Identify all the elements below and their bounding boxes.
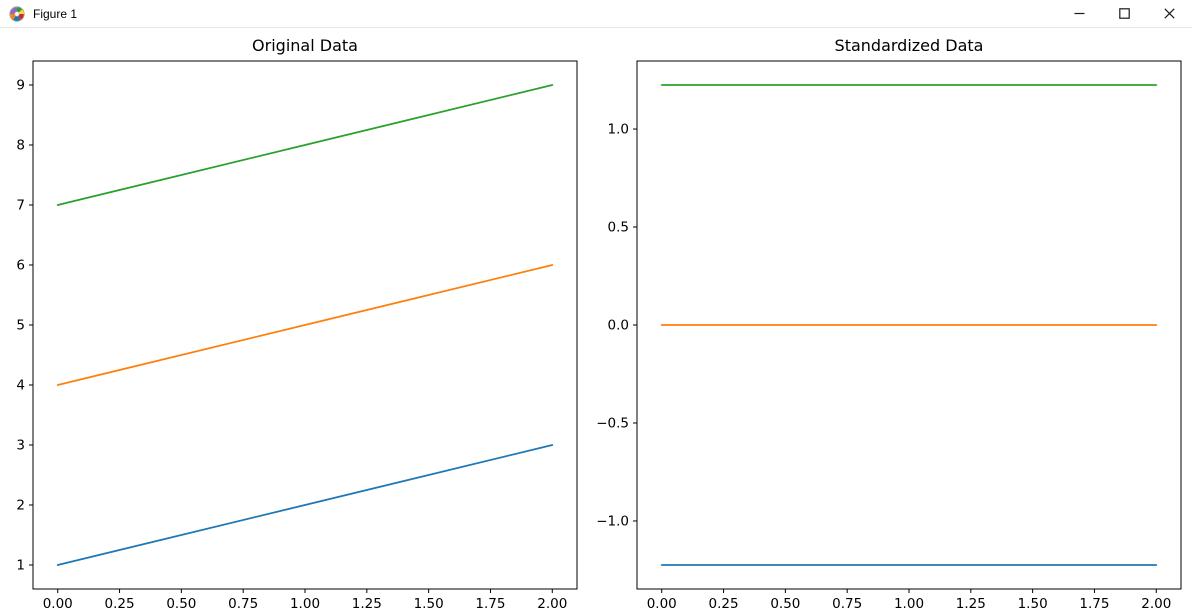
x-tick-label: 1.50: [1018, 596, 1048, 612]
x-tick-label: 0.25: [105, 596, 135, 612]
y-tick-label: 1.0: [608, 122, 629, 138]
window-controls: [1057, 0, 1192, 27]
x-tick-label: 1.50: [414, 596, 444, 612]
x-tick-label: 1.75: [475, 596, 505, 612]
y-tick-label: 4: [16, 378, 25, 394]
plot-blue-line: [56, 444, 554, 566]
close-button[interactable]: [1147, 0, 1192, 27]
x-tick-label: 2.00: [1141, 596, 1171, 612]
close-icon: [1164, 8, 1175, 19]
window-title: Figure 1: [33, 6, 78, 21]
chart-original-data: Original Data 0.00 0.25 0.50 0.75 1.00 1.25 1.5…: [16, 36, 578, 612]
x-tick-label: 1.75: [1079, 596, 1109, 612]
y-tick-label: 1: [16, 558, 25, 574]
y-tick-label: 2: [16, 498, 25, 514]
plots-svg: Original Data 0.00 0.25 0.50 0.75 1.00 1.25 1.5…: [16, 36, 1182, 612]
y-tick-label: 8: [16, 138, 25, 154]
chart-standardized-data: Standardized Data 0.00 0.25 0.50 0.75 1.00 1.2…: [596, 36, 1182, 612]
x-tick-label: 0.75: [832, 596, 862, 612]
x-tick-label: 0.00: [43, 596, 73, 612]
y-tick-label: 3: [16, 438, 25, 454]
maximize-button[interactable]: [1102, 0, 1147, 27]
minimize-button[interactable]: [1057, 0, 1102, 27]
y-tick-label: 7: [16, 198, 25, 214]
y-tick-label: 0.0: [608, 318, 629, 334]
plot-orange-line: [56, 264, 554, 386]
x-tick-label: 2.00: [537, 596, 567, 612]
matplotlib-icon: [8, 5, 26, 23]
minimize-icon: [1074, 8, 1085, 19]
y-tick-label: 5: [16, 318, 25, 334]
x-tick-label: 1.00: [894, 596, 924, 612]
y-tick-label: 0.5: [608, 220, 629, 236]
x-tick-label: 1.00: [290, 596, 320, 612]
x-tick-label: 0.50: [770, 596, 800, 612]
x-tick-label: 0.25: [709, 596, 739, 612]
y-tick-label: 6: [16, 258, 25, 274]
figure-canvas: Original Data 0.00 0.25 0.50 0.75 1.00 1.25 1.5…: [0, 28, 1192, 613]
x-tick-label: 0.00: [647, 596, 677, 612]
x-tick-label: 0.50: [166, 596, 196, 612]
y-tick-label: −0.5: [596, 415, 629, 431]
maximize-icon: [1119, 8, 1130, 19]
y-tick-label: −1.0: [596, 513, 629, 529]
chart-title: Standardized Data: [835, 36, 984, 55]
x-tick-label: 0.75: [228, 596, 258, 612]
x-tick-label: 1.25: [352, 596, 382, 612]
titlebar[interactable]: Figure 1: [0, 0, 1192, 28]
y-tick-label: 9: [16, 78, 25, 94]
x-tick-label: 1.25: [956, 596, 986, 612]
chart-title: Original Data: [252, 36, 358, 55]
plot-green-line: [56, 84, 554, 206]
